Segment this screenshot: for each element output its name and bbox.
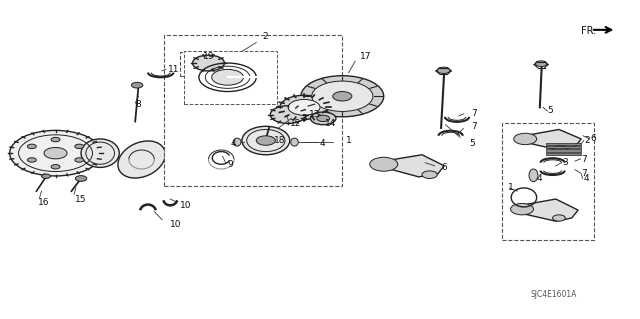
Text: 5: 5 [470,139,476,148]
Circle shape [44,147,67,159]
Text: 4: 4 [583,174,589,183]
Circle shape [317,115,330,122]
Circle shape [312,81,373,111]
Ellipse shape [291,138,298,146]
Text: 6: 6 [590,134,596,144]
Bar [546,143,581,145]
Ellipse shape [200,142,243,177]
Circle shape [370,157,397,171]
Text: 13: 13 [308,110,320,119]
Ellipse shape [242,142,277,168]
Text: 8: 8 [135,100,141,109]
Circle shape [75,158,84,162]
Circle shape [437,67,450,73]
Ellipse shape [529,169,538,182]
Ellipse shape [242,126,290,155]
Text: 17: 17 [360,52,372,61]
Ellipse shape [81,139,119,167]
Text: 12: 12 [290,119,301,128]
Text: 1: 1 [508,183,514,192]
Text: 2: 2 [584,136,590,145]
Circle shape [131,82,143,88]
Text: 14: 14 [325,119,337,128]
Ellipse shape [234,138,241,146]
Text: 18: 18 [274,136,285,145]
Bar [546,149,581,152]
Circle shape [554,145,566,152]
Text: 7: 7 [472,109,477,118]
Ellipse shape [275,134,314,166]
Text: 19: 19 [203,52,214,61]
Circle shape [256,136,275,145]
Polygon shape [384,155,444,177]
Text: 7: 7 [581,169,587,178]
Circle shape [288,100,320,115]
Circle shape [28,158,36,162]
Text: 7: 7 [581,155,587,164]
Text: 1: 1 [346,136,351,145]
Polygon shape [524,130,581,150]
Circle shape [310,112,336,125]
Circle shape [514,133,537,145]
Circle shape [51,137,60,142]
Text: FR.: FR. [581,26,596,36]
Text: 4: 4 [231,139,236,148]
Circle shape [536,61,547,67]
Circle shape [280,95,328,119]
Circle shape [28,144,36,149]
Bar [546,152,581,155]
Text: 11: 11 [168,65,180,74]
Text: 4: 4 [537,174,542,183]
Text: 4: 4 [320,139,326,148]
Text: 6: 6 [441,163,447,172]
Ellipse shape [303,133,337,157]
Text: 9: 9 [228,160,234,169]
Ellipse shape [166,149,200,176]
Circle shape [270,106,306,123]
Text: 5: 5 [547,106,552,115]
Circle shape [212,69,244,85]
Circle shape [301,76,384,117]
Text: 15: 15 [75,195,86,204]
Circle shape [76,176,87,181]
Text: 7: 7 [472,122,477,131]
Circle shape [42,174,51,178]
Text: 10: 10 [170,220,182,229]
FancyBboxPatch shape [502,123,594,240]
Circle shape [422,171,437,178]
Text: 10: 10 [180,201,191,210]
Circle shape [193,55,225,71]
FancyBboxPatch shape [164,34,342,186]
FancyBboxPatch shape [180,52,234,76]
Bar [546,146,581,148]
Text: 16: 16 [38,198,50,207]
Polygon shape [521,199,578,221]
Text: 3: 3 [562,158,568,167]
Text: SJC4E1601A: SJC4E1601A [531,290,577,299]
Text: 3: 3 [301,114,307,123]
Circle shape [51,165,60,169]
Circle shape [552,215,565,221]
Circle shape [10,130,101,176]
Ellipse shape [118,141,165,178]
Circle shape [333,92,352,101]
Circle shape [75,144,84,149]
Text: 2: 2 [262,32,268,41]
FancyBboxPatch shape [184,51,277,104]
Circle shape [511,204,534,215]
